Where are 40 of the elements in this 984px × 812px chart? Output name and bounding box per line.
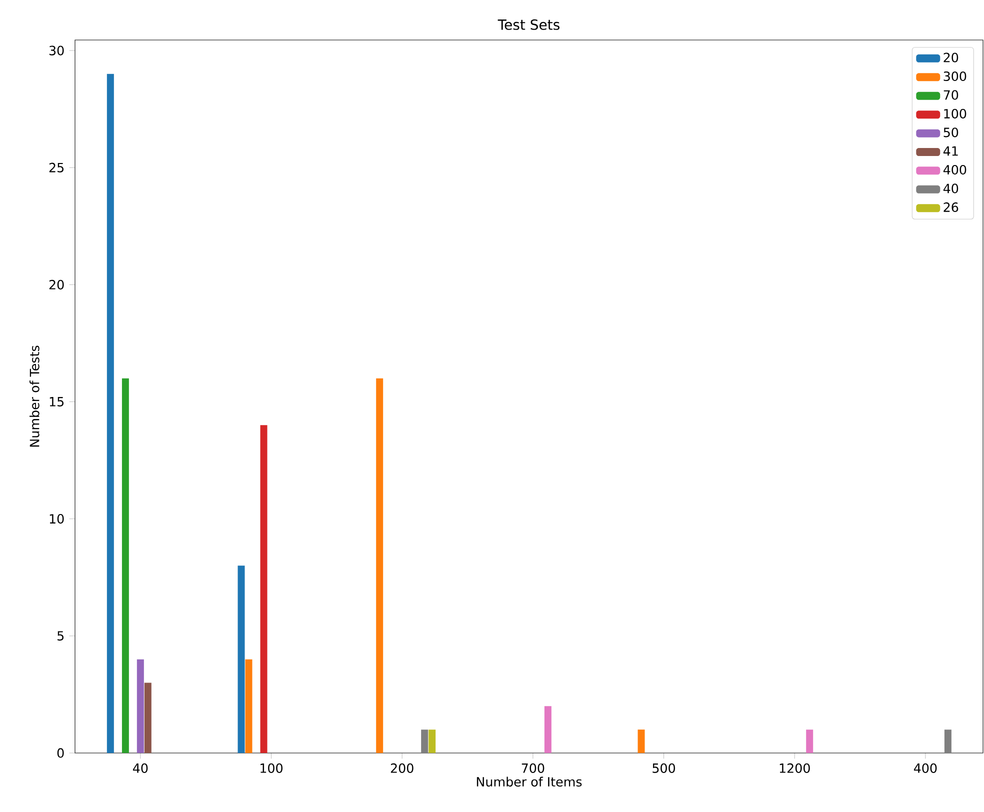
x-tick-label: 200 [390,763,414,773]
y-axis-title: Number of Tests [30,346,40,447]
bar [238,566,245,753]
legend-label: 20 [944,52,958,62]
bar [638,730,645,753]
y-tick-label: 10 [50,514,64,524]
bar [122,378,129,753]
x-tick-label: 100 [260,763,282,773]
x-tick-label: 400 [914,763,937,773]
bar [376,378,384,753]
bar [245,659,252,753]
y-tick-label: 30 [49,46,64,56]
legend-label: 100 [944,108,966,119]
legend-label: 300 [944,71,966,82]
x-tick-label: 500 [652,763,675,773]
legend-label: 70 [944,90,958,100]
x-tick-label: 40 [132,763,148,773]
bar [144,682,152,753]
bar [544,706,552,753]
x-axis-title: Number of Items [476,776,582,787]
x-tick-label: 1200 [780,763,810,773]
chart-title: Test Sets [498,19,560,30]
bar [428,730,436,753]
y-tick-label: 25 [49,162,64,172]
y-tick-label: 5 [58,631,64,641]
bar [944,730,952,753]
x-tick-label: 700 [522,763,544,773]
y-tick-label: 15 [50,397,64,406]
bar [421,730,428,753]
y-tick-label: 0 [57,748,64,758]
legend-label: 50 [944,128,958,138]
bar [106,74,114,753]
legend-label: 40 [943,184,958,194]
legend-label: 26 [944,202,958,212]
y-tick-label: 20 [49,280,64,290]
bar [136,659,144,753]
bar [260,425,268,753]
bar [806,730,814,753]
legend-label: 41 [943,146,958,156]
legend-label: 400 [943,164,966,175]
